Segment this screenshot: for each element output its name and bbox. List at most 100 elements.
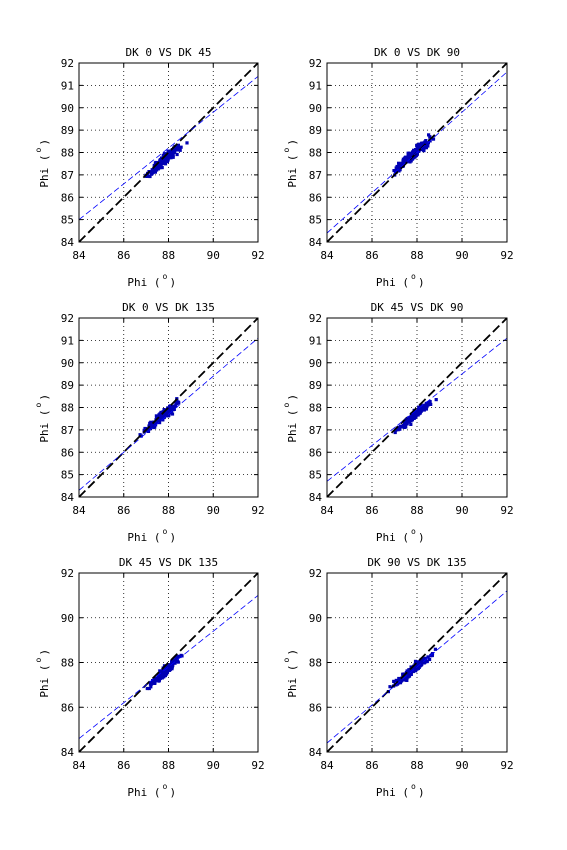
scatter-point: [429, 402, 433, 406]
chart-title: DK 90 VS DK 135: [367, 556, 466, 569]
plot-area: [79, 63, 258, 242]
unity-line: [79, 63, 258, 242]
scatter-point: [397, 161, 401, 165]
chart-panel-2: 84 86 88 90 92 84 85 86 87 88 89 90 91 92 DK 0 VS DK 9…: [282, 46, 514, 289]
chart-title: DK 0 VS DK 45: [125, 46, 211, 59]
scatter-point: [167, 666, 171, 670]
y-tick-label: 92: [61, 57, 74, 70]
scatter-point: [160, 166, 164, 170]
x-tick-label: 84: [72, 249, 86, 262]
y-tick-label: 89: [61, 124, 74, 137]
chart-panel-4: 84 86 88 90 92 84 85 86 87 88 89 90 91 92 DK 45 VS DK …: [282, 301, 514, 544]
scatter-point: [158, 164, 162, 168]
y-tick-label: 88: [309, 147, 322, 160]
y-tick-label: 84: [309, 236, 323, 249]
scatter-point: [394, 678, 398, 682]
scatter-point: [168, 149, 172, 153]
x-axis-paren: ): [170, 531, 177, 544]
y-tick-label: 89: [309, 379, 322, 392]
unity-line: [79, 573, 258, 752]
chart-title: DK 45 VS DK 135: [119, 556, 218, 569]
plot-area: [79, 573, 258, 752]
scatter-point: [150, 171, 154, 175]
y-tick-label: 88: [61, 657, 74, 670]
scatter-point: [169, 154, 173, 159]
scatter-point: [159, 158, 163, 162]
x-axis-paren: ): [170, 786, 177, 799]
y-axis-unit: o: [282, 403, 291, 408]
scatter-point: [158, 415, 162, 419]
y-tick-label: 90: [309, 357, 322, 370]
y-axis-label: Phi (: [286, 155, 299, 188]
scatter-point: [417, 405, 421, 409]
scatter-point: [415, 143, 419, 147]
scatter-point: [166, 414, 171, 418]
scatter-point: [170, 665, 174, 669]
y-axis-unit: o: [34, 403, 43, 408]
scatter-point: [422, 661, 426, 665]
chart-title: DK 45 VS DK 90: [371, 301, 464, 314]
fit-line: [327, 71, 507, 234]
scatter-point: [404, 422, 408, 426]
scatter-point: [174, 148, 179, 152]
chart-panel-5: 84 86 88 90 92 84 86 88 90 92 DK 45 VS DK 135 Phi (…: [34, 556, 265, 799]
y-tick-label: 86: [61, 446, 74, 459]
scatter-point: [392, 169, 396, 173]
scatter-point: [178, 148, 182, 152]
fit-line: [79, 337, 258, 491]
y-tick-label: 90: [61, 102, 74, 115]
scatter-point: [149, 426, 153, 430]
chart-panel-3: 84 86 88 90 92 84 85 86 87 88 89 90 91 92 DK 0 VS DK 1…: [34, 301, 265, 544]
x-tick-label: 86: [117, 249, 130, 262]
scatter-point: [158, 421, 162, 425]
y-tick-label: 84: [61, 236, 75, 249]
y-tick-label: 89: [61, 379, 74, 392]
y-axis-label: Phi (: [38, 155, 51, 188]
plot-area: [327, 573, 507, 752]
y-tick-label: 84: [61, 746, 75, 759]
y-axis-label-group: Phi (o): [34, 649, 51, 698]
x-tick-label: 92: [500, 249, 513, 262]
y-tick-label: 84: [309, 491, 323, 504]
y-tick-label: 86: [309, 701, 322, 714]
x-axis-paren: ): [418, 531, 425, 544]
fit-line: [79, 595, 258, 739]
scatter-point: [396, 428, 400, 432]
scatter-point: [422, 148, 426, 152]
scatter-point: [164, 414, 169, 418]
scatter-point: [163, 152, 167, 156]
unity-line: [79, 318, 258, 497]
scatter-point: [148, 174, 152, 179]
y-axis-paren: ): [286, 139, 299, 146]
x-tick-label: 92: [500, 504, 513, 517]
scatter-point: [152, 425, 156, 430]
x-axis-unit: o: [411, 272, 416, 281]
scatter-point: [168, 409, 172, 413]
x-tick-label: 90: [207, 504, 220, 517]
scatter-point: [156, 676, 160, 681]
x-tick-label: 84: [72, 759, 86, 772]
y-axis-label-group: Phi (o): [282, 649, 299, 698]
x-tick-label: 88: [410, 759, 423, 772]
scatter-point: [175, 152, 179, 157]
scatter-point: [185, 141, 189, 145]
y-axis-label-group: Phi (o): [34, 139, 51, 188]
scatter-point: [426, 401, 430, 405]
scatter-point: [418, 411, 422, 415]
y-tick-label: 85: [61, 214, 74, 227]
x-axis-label: Phi (: [376, 531, 409, 544]
x-tick-label: 90: [455, 504, 468, 517]
x-tick-label: 86: [117, 504, 130, 517]
scatter-point: [418, 144, 422, 148]
scatter-point: [161, 675, 165, 679]
scatter-point: [426, 144, 430, 148]
y-tick-label: 84: [309, 746, 323, 759]
y-tick-label: 92: [61, 312, 74, 325]
y-tick-label: 89: [309, 124, 322, 137]
scatter-point: [415, 665, 419, 669]
scatter-point: [148, 422, 152, 426]
scatter-point: [417, 142, 421, 146]
scatter-point: [398, 164, 402, 168]
x-axis-paren: ): [418, 786, 425, 799]
